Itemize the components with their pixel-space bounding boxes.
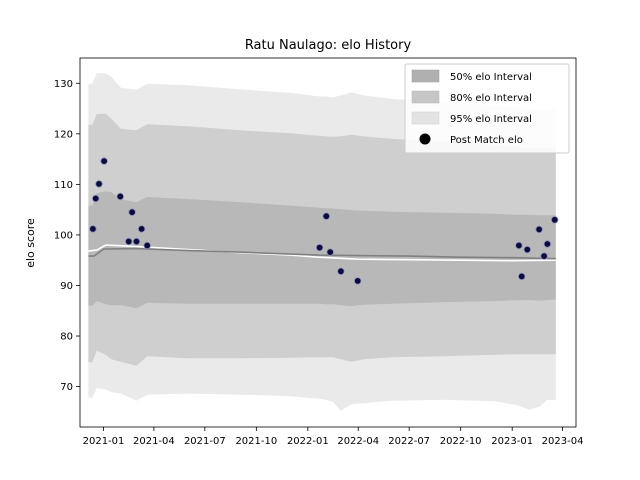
plot-frame — [79, 57, 577, 428]
post-match-point — [518, 272, 526, 281]
post-match-point — [322, 212, 330, 220]
x-tick-label: 2022-01 — [287, 436, 329, 447]
post-match-point — [100, 157, 108, 165]
x-tick-label: 2021-04 — [133, 436, 175, 447]
y-axis-title: elo score — [24, 218, 37, 268]
legend-label-band-95: 95% elo Interval — [450, 114, 532, 125]
y-axis: 70 80 90 100 110 120 130 — [54, 79, 80, 393]
y-tick-label: 90 — [60, 281, 73, 292]
post-match-point — [137, 225, 146, 233]
x-tick-label: 2022-10 — [440, 436, 482, 447]
legend-label-band-80: 80% elo Interval — [450, 93, 532, 104]
post-match-point — [89, 225, 97, 233]
x-tick-label: 2023-01 — [491, 436, 533, 447]
post-match-point — [128, 208, 136, 216]
legend-swatch-band-95 — [411, 111, 440, 125]
post-match-point — [315, 243, 324, 252]
post-match-point — [551, 216, 559, 224]
legend-label-post-match: Post Match elo — [450, 135, 523, 146]
x-tick-label: 2021-01 — [83, 436, 125, 447]
post-match-point — [132, 237, 141, 246]
legend-swatch-band-50 — [411, 69, 440, 83]
post-match-points-group — [89, 157, 559, 285]
lines-group — [88, 244, 556, 262]
post-match-point — [540, 252, 548, 260]
legend-label-band-50: 50% elo Interval — [450, 72, 532, 83]
y-tick-label: 120 — [54, 129, 73, 140]
x-tick-label: 2022-07 — [388, 436, 430, 447]
legend-marker-post-match — [419, 133, 431, 145]
post-match-point — [543, 240, 552, 248]
x-tick-label: 2021-10 — [235, 436, 277, 447]
x-axis: 2021-01 2021-04 2021-07 2021-10 2022-01 2022-… — [83, 427, 584, 447]
post-match-point — [523, 245, 531, 254]
x-tick-label: 2023-04 — [542, 436, 584, 447]
y-tick-label: 80 — [60, 332, 73, 343]
y-tick-label: 130 — [54, 79, 73, 90]
chart-title: Ratu Naulago: elo History — [245, 38, 412, 53]
y-tick-label: 70 — [60, 382, 73, 393]
post-match-point — [124, 237, 133, 246]
plot-area — [88, 73, 559, 411]
post-match-point — [116, 192, 124, 201]
post-match-point — [95, 180, 103, 188]
post-match-point — [91, 194, 100, 203]
post-match-point — [354, 277, 362, 285]
post-match-point — [535, 225, 543, 234]
y-tick-label: 100 — [54, 230, 73, 241]
legend-frame — [404, 63, 570, 154]
y-tick-label: 110 — [54, 180, 73, 191]
post-match-point — [326, 248, 334, 256]
post-match-point — [337, 267, 345, 275]
white-elo-line — [88, 244, 556, 262]
post-match-point — [515, 241, 523, 250]
x-tick-label: 2021-07 — [184, 436, 226, 447]
legend-swatch-band-80 — [411, 90, 440, 104]
post-match-point — [143, 241, 151, 250]
legend: 50% elo Interval 80% elo Interval 95% el… — [404, 63, 570, 154]
mean-elo-line — [88, 247, 556, 260]
x-tick-label: 2022-04 — [337, 436, 379, 447]
